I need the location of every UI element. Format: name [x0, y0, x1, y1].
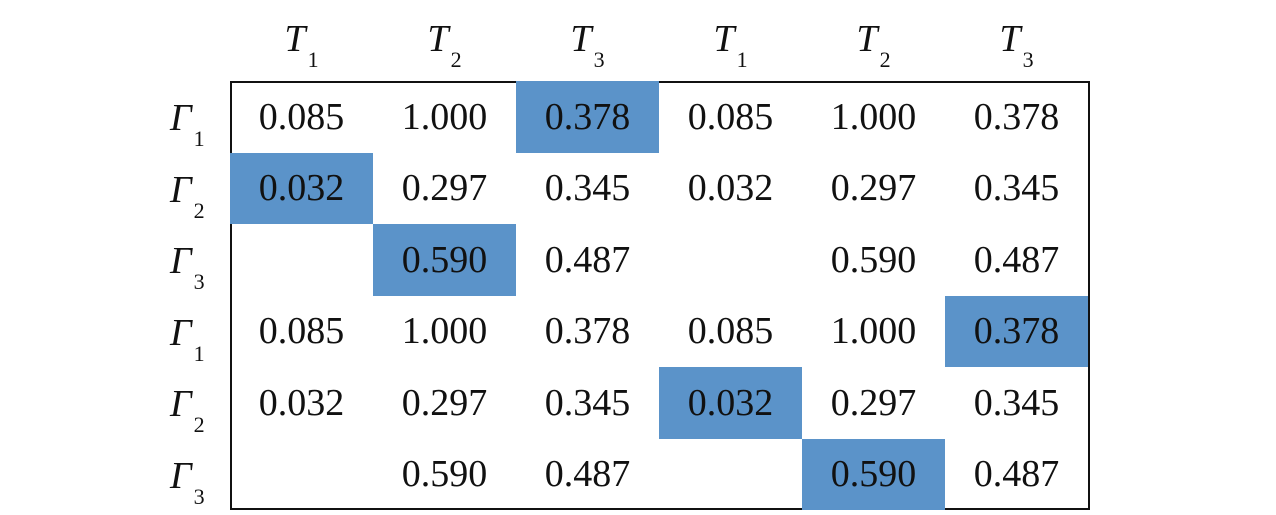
highlighted-matrix-cell: 0.032 [659, 367, 802, 439]
matrix-cell: 0.378 [544, 310, 631, 353]
highlighted-matrix-cell: 0.590 [373, 224, 516, 296]
column-header-subscript: 1 [307, 47, 319, 72]
matrix-cell: 0.487 [544, 453, 631, 496]
matrix-cell: 0.085 [687, 95, 774, 138]
matrix-cell: 0.297 [830, 167, 917, 210]
matrix-cell: 0.590 [830, 238, 917, 281]
column-header-symbol: T [284, 18, 306, 60]
column-header-symbol: T [999, 18, 1021, 60]
row-header-symbol: Γ [170, 168, 192, 211]
row-header: Γ2 [170, 168, 228, 222]
matrix-cell: 0.345 [544, 167, 631, 210]
row-header-symbol: Γ [170, 97, 192, 139]
column-header: T3 [516, 18, 659, 71]
matrix-cell: 0.297 [401, 167, 488, 210]
matrix-cell: 0.032 [687, 167, 774, 210]
column-header-subscript: 2 [450, 47, 462, 72]
row-header-symbol: Γ [170, 454, 192, 497]
value-matrix: 0.085 1.000 0.378 0.085 1.000 0.378 0.032 0.297… [230, 81, 1090, 510]
column-header-symbol: T [427, 18, 449, 60]
highlighted-matrix-cell: 0.378 [516, 81, 659, 153]
matrix-cell: 1.000 [401, 310, 488, 353]
row-header: Γ1 [170, 97, 228, 150]
matrix-cell: 0.085 [258, 95, 345, 138]
matrix-cell: 0.085 [258, 310, 345, 353]
matrix-cell: 0.345 [973, 167, 1060, 210]
column-header-symbol: T [856, 18, 878, 60]
column-header: T2 [373, 18, 516, 71]
row-header: Γ3 [170, 240, 228, 293]
matrix-cell: 0.297 [830, 381, 917, 424]
column-header-subscript: 2 [879, 47, 891, 72]
row-header-symbol: Γ [170, 240, 192, 282]
matrix-cell [659, 224, 802, 296]
matrix-cell: 0.378 [973, 95, 1060, 138]
matrix-cell: 0.032 [258, 381, 345, 424]
matrix-cell: 0.590 [401, 453, 488, 496]
row-header-subscript: 3 [193, 269, 205, 294]
column-header: T2 [802, 18, 945, 71]
row-header: Γ2 [170, 383, 228, 436]
row-header-subscript: 1 [193, 126, 205, 151]
matrix-cell [659, 439, 802, 511]
column-header-subscript: 3 [1022, 47, 1034, 72]
matrix-cell: 0.345 [544, 381, 631, 424]
matrix-cell: 1.000 [830, 310, 917, 353]
row-header-symbol: Γ [170, 383, 192, 425]
matrix-cell: 1.000 [830, 95, 917, 138]
matrix-cell: 0.085 [687, 310, 774, 353]
matrix-cell: 1.000 [401, 95, 488, 138]
column-header: T1 [230, 18, 373, 71]
highlighted-matrix-cell: 0.590 [802, 438, 945, 510]
row-header: Γ1 [170, 311, 228, 365]
matrix-cell: 0.487 [973, 453, 1060, 496]
column-header-subscript: 1 [736, 47, 748, 72]
matrix-cell: 0.487 [544, 238, 631, 281]
highlighted-matrix-cell: 0.378 [945, 295, 1088, 367]
column-header-symbol: T [570, 18, 592, 60]
row-header-subscript: 2 [193, 412, 205, 437]
row-header-subscript: 1 [193, 340, 205, 366]
row-header-symbol: Γ [170, 311, 192, 354]
column-header-symbol: T [713, 18, 735, 60]
matrix-cell: 0.345 [973, 381, 1060, 424]
row-header-subscript: 3 [193, 483, 205, 509]
matrix-cell [230, 224, 373, 296]
column-header: T1 [659, 18, 802, 71]
matrix-cell: 0.297 [401, 381, 488, 424]
row-header: Γ3 [170, 454, 228, 508]
highlighted-matrix-cell: 0.032 [230, 152, 373, 224]
matrix-cell: 0.487 [973, 238, 1060, 281]
matrix-cell [230, 439, 373, 511]
column-header-subscript: 3 [593, 47, 605, 72]
column-header: T3 [945, 18, 1088, 71]
row-header-subscript: 2 [193, 197, 205, 223]
